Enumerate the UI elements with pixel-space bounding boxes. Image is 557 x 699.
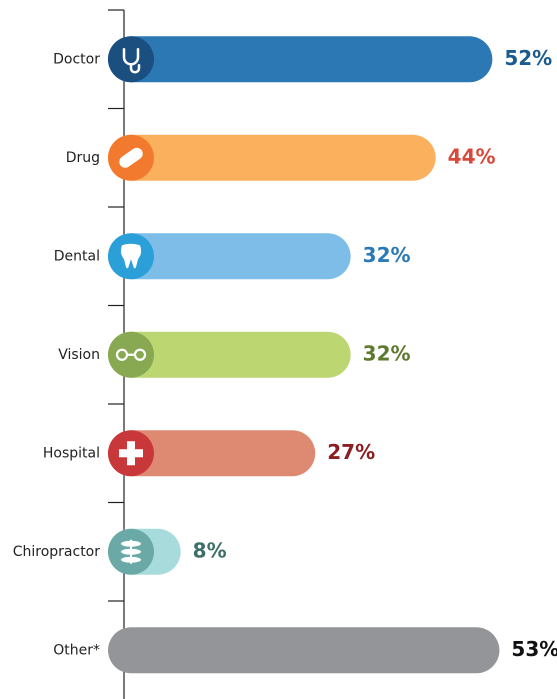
bar <box>108 134 436 181</box>
category-label: Drug <box>66 150 100 166</box>
category-label: Hospital <box>43 445 100 461</box>
icon <box>108 134 154 181</box>
category-label: Vision <box>58 347 100 363</box>
icon-glyph <box>119 441 143 466</box>
bar <box>108 331 351 378</box>
category-label: Other* <box>53 642 100 658</box>
icon-circle <box>108 36 154 83</box>
icon-glyph <box>120 243 142 269</box>
bar <box>108 627 500 674</box>
icon-glyph <box>119 147 143 168</box>
bar <box>108 36 493 83</box>
icon <box>108 430 154 477</box>
value-label: 32% <box>363 243 411 267</box>
icon <box>108 36 154 83</box>
bar <box>108 233 351 280</box>
value-label: 52% <box>504 46 552 70</box>
value-label: 53% <box>511 637 557 661</box>
category-label: Dental <box>54 248 100 264</box>
category-label: Chiropractor <box>13 544 101 560</box>
bar <box>108 430 316 477</box>
value-label: 44% <box>448 144 496 168</box>
icon <box>108 331 154 378</box>
value-label: 27% <box>327 440 375 464</box>
value-label: 8% <box>193 538 227 562</box>
value-label: 32% <box>363 341 411 365</box>
icon-glyph <box>122 48 141 74</box>
category-label: Doctor <box>53 51 100 67</box>
icon <box>108 528 154 575</box>
icon-glyph <box>115 348 147 361</box>
icon <box>108 233 154 280</box>
